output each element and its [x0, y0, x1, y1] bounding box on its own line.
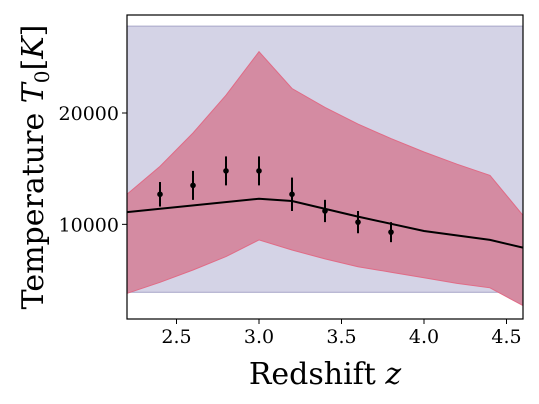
measurement-point [256, 156, 262, 186]
data-point [157, 191, 163, 198]
y-axis-ticks: 10000 20000 [59, 103, 127, 236]
x-axis-title-var: z [384, 357, 401, 392]
x-tick-label: 4.0 [409, 326, 439, 348]
x-tick-label: 2.5 [161, 326, 191, 348]
measurement-point [223, 156, 229, 186]
y-axis-title-sub: 0 [30, 71, 54, 84]
measurement-point [289, 177, 295, 211]
data-point [190, 182, 196, 189]
y-axis-title: Temperature T0[K] [16, 25, 54, 310]
posterior-band [127, 50, 523, 307]
measurement-point [190, 170, 196, 200]
measurement-point [355, 210, 361, 234]
measurement-point [322, 199, 328, 223]
x-axis-ticks: 2.5 3.0 3.5 4.0 4.5 [161, 319, 522, 348]
x-axis-title-text: Redshift [249, 357, 386, 392]
data-point [256, 168, 262, 174]
y-tick-label: 20000 [59, 103, 119, 125]
data-point [355, 219, 361, 225]
x-tick-label: 3.5 [326, 326, 356, 348]
measurement-point [157, 182, 163, 207]
data-point [388, 229, 394, 235]
measurement-points [157, 156, 394, 243]
y-axis-title-var: T [16, 81, 51, 103]
y-axis-title-unit: [ [16, 59, 51, 71]
x-tick-label: 3.0 [244, 326, 274, 348]
data-point [289, 191, 295, 198]
plot-frame [126, 14, 524, 320]
y-tick-label: 10000 [59, 214, 119, 236]
x-tick-label: 4.5 [491, 326, 521, 348]
measurement-point [388, 222, 394, 243]
y-axis-title-text: Temperature [16, 103, 51, 309]
data-point [223, 168, 229, 174]
data-point [322, 208, 328, 214]
x-axis-title: Redshift z [249, 357, 402, 392]
